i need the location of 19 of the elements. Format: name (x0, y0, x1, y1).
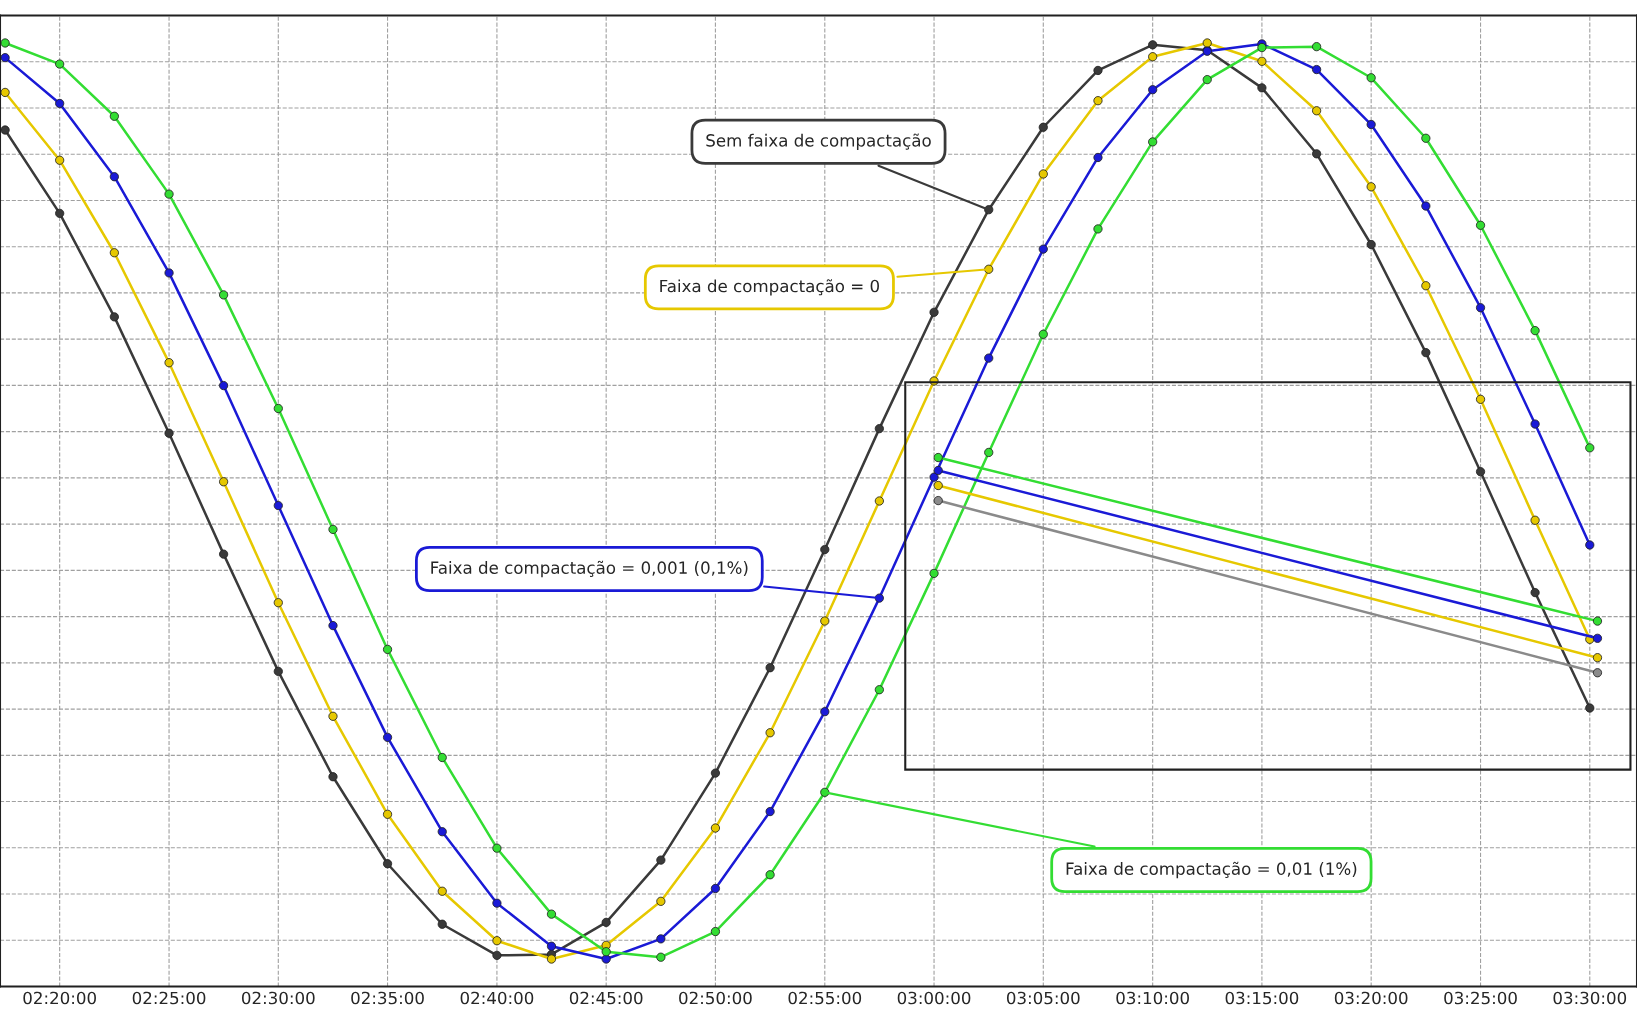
x-tick-label: 03:10:00 (1116, 991, 1189, 1005)
x-tick-label: 03:00:00 (897, 991, 971, 1005)
x-tick-label: 02:20:00 (23, 991, 96, 1005)
text: Sem faixa de compactação (706, 133, 931, 150)
x-tick-label: 02:30:00 (241, 991, 315, 1005)
x-tick-label: 03:05:00 (1006, 991, 1080, 1005)
x-tick-label: 03:30:00 (1553, 991, 1627, 1005)
x-tick-label: 02:40:00 (460, 991, 534, 1005)
text: Faixa de compactação = 0 (660, 279, 880, 296)
text: Faixa de compactação = 0,01 (1%) (1066, 861, 1357, 879)
x-tick-label: 02:50:00 (679, 991, 752, 1005)
x-tick-label: 02:25:00 (132, 991, 206, 1005)
x-tick-label: 02:35:00 (351, 991, 424, 1005)
x-tick-label: 02:45:00 (569, 991, 643, 1005)
text: Faixa de compactação = 0,001 (0,1%) (431, 560, 748, 578)
x-tick-label: 03:20:00 (1334, 991, 1408, 1005)
x-tick-label: 02:55:00 (788, 991, 862, 1005)
x-tick-label: 03:25:00 (1444, 991, 1517, 1005)
x-tick-label: 03:15:00 (1225, 991, 1299, 1005)
